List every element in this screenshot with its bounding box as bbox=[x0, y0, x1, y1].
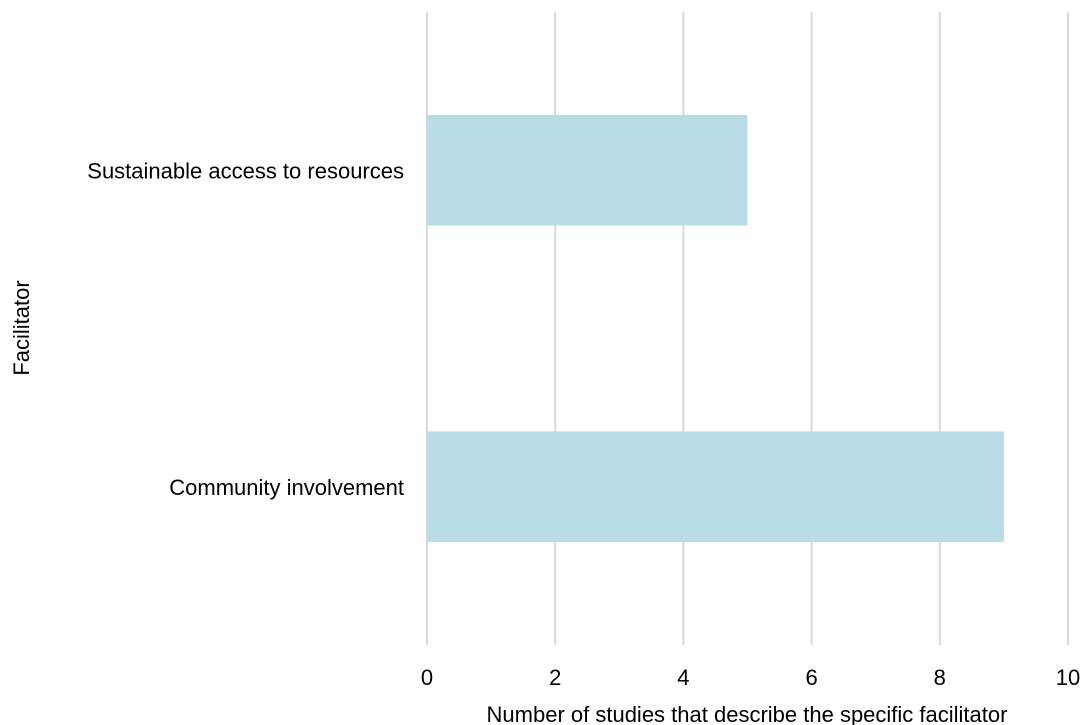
category-label: Community involvement bbox=[169, 475, 404, 500]
x-tick-label: 2 bbox=[549, 665, 561, 690]
x-tick-labels: 0 2 4 6 8 10 bbox=[421, 665, 1080, 690]
x-tick-label: 0 bbox=[421, 665, 433, 690]
bar bbox=[427, 114, 748, 226]
bars bbox=[427, 114, 1004, 543]
x-tick-label: 6 bbox=[805, 665, 817, 690]
x-tick-label: 10 bbox=[1056, 665, 1080, 690]
category-label: Sustainable access to resources bbox=[87, 158, 404, 183]
category-labels: Sustainable access to resources Community… bbox=[87, 158, 404, 500]
y-axis-title: Facilitator bbox=[9, 280, 34, 375]
bar bbox=[427, 431, 1004, 543]
x-axis-title: Number of studies that describe the spec… bbox=[487, 702, 1008, 725]
x-tick-label: 4 bbox=[677, 665, 689, 690]
gridlines bbox=[426, 12, 1069, 645]
x-tick-label: 8 bbox=[934, 665, 946, 690]
